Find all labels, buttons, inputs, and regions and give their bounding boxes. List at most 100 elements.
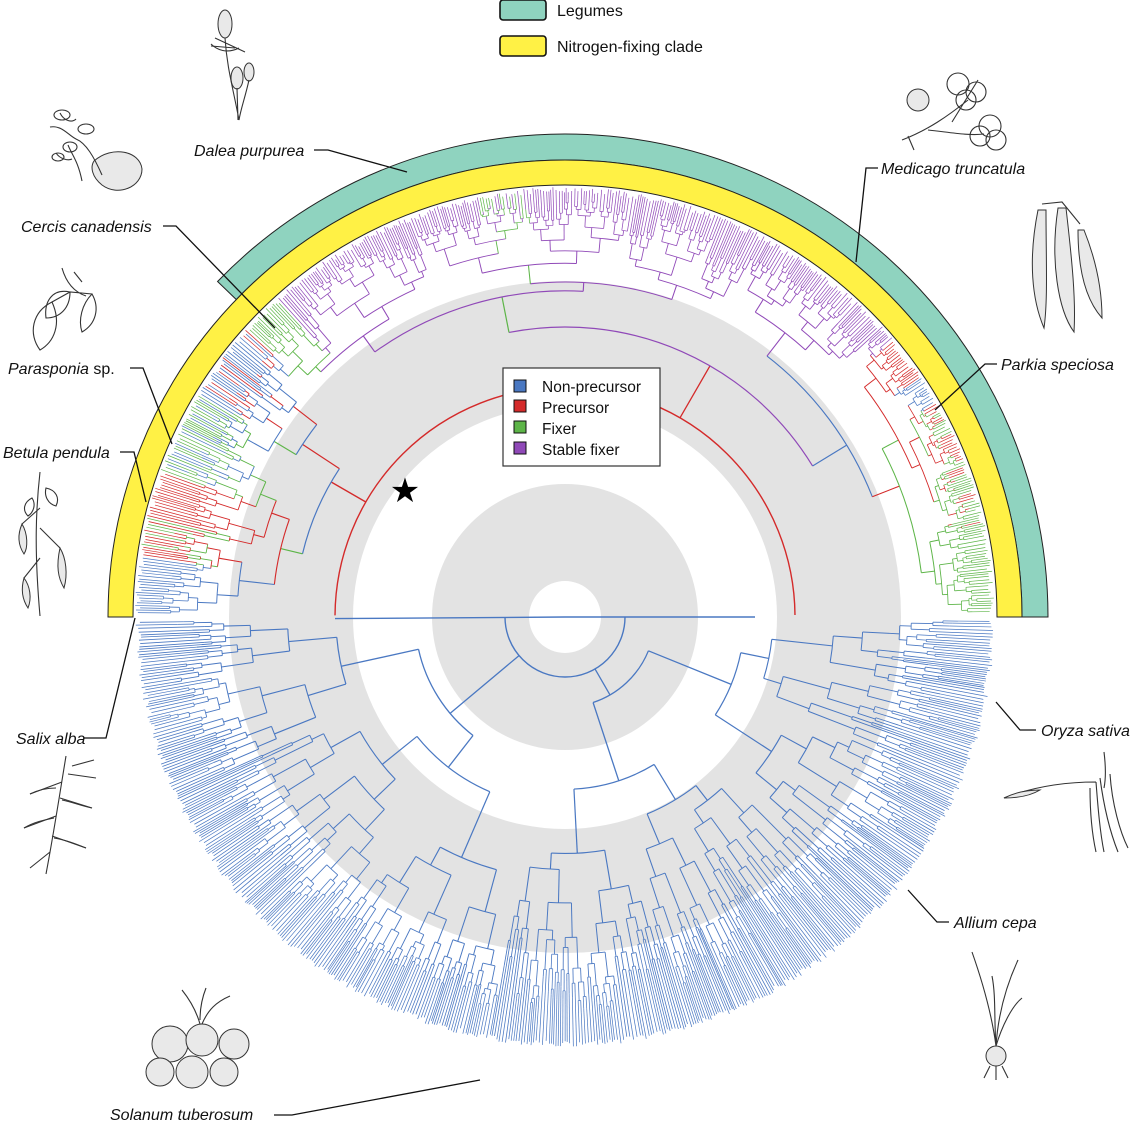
tree-branch (393, 225, 406, 252)
tree-branch (187, 723, 202, 728)
species-label-parasponia: Parasponia sp. (8, 361, 115, 378)
tree-branch (911, 811, 936, 826)
tree-branch (639, 953, 658, 1032)
tree-branch (936, 439, 939, 444)
tree-branch (496, 193, 501, 209)
tree-branch (751, 912, 795, 980)
tree-branch (219, 367, 256, 394)
tree-branch (201, 394, 234, 415)
tree-branch (868, 341, 871, 345)
tree-branch (665, 202, 670, 216)
tree-branch (682, 983, 687, 992)
tree-branch (266, 417, 283, 430)
tree-branch (751, 260, 755, 265)
tree-branch (513, 929, 520, 960)
tree-branch (860, 325, 876, 340)
tree-branch (847, 858, 861, 870)
tree-branch (192, 671, 199, 674)
tree-branch (953, 486, 959, 490)
tree-branch (485, 210, 490, 212)
tree-branch (194, 576, 201, 579)
tree-branch (387, 967, 407, 1008)
tree-branch (732, 877, 797, 978)
tree-branch (263, 314, 278, 329)
tree-branch (672, 953, 678, 967)
tree-branch (859, 868, 891, 896)
tree-branch (197, 569, 203, 571)
tree-branch (605, 992, 608, 1007)
tree-branch (486, 1002, 490, 1005)
tree-branch (924, 670, 942, 674)
tree-branch (311, 733, 324, 740)
tree-branch (196, 767, 209, 773)
tree-branch (852, 726, 857, 734)
tree-branch (211, 565, 218, 568)
plant-illustrations (18, 9, 1129, 1089)
tree-branch (641, 198, 648, 228)
tree-branch (881, 790, 897, 799)
tree-branch (194, 541, 208, 545)
tree-branch (400, 972, 418, 1011)
tree-branch (650, 235, 653, 237)
tree-branch (295, 321, 302, 328)
tree-branch (287, 899, 327, 946)
tree-branch (178, 539, 187, 542)
tree-branch (207, 529, 217, 533)
tree-branch (877, 818, 925, 849)
tree-branch (393, 916, 403, 931)
tree-branch (205, 821, 249, 851)
tree-branch (760, 898, 772, 914)
tree-branch (371, 925, 383, 944)
tree-branch (147, 515, 208, 531)
tree-branch (907, 405, 919, 425)
tree-branch (262, 317, 278, 332)
tree-branch (687, 250, 700, 256)
tree-branch (170, 572, 181, 575)
tree-branch (812, 904, 845, 943)
tree-branch (396, 975, 413, 1012)
tree-branch (218, 838, 253, 864)
tree-branch (314, 271, 322, 280)
tree-branch (225, 353, 252, 374)
tree-branch (198, 680, 212, 684)
tree-branch (273, 757, 277, 763)
tree-branch (416, 964, 420, 967)
tree-branch (337, 956, 353, 981)
tree-branch (207, 827, 247, 855)
tree-branch (312, 291, 315, 295)
tree-branch (808, 710, 856, 730)
tree-branch (815, 318, 825, 329)
tree-branch (964, 528, 971, 531)
tree-branch (864, 842, 871, 848)
tree-branch (775, 251, 788, 271)
tree-branch (241, 865, 279, 898)
tree-branch (742, 934, 774, 991)
tree-branch (433, 874, 452, 915)
tree-branch (482, 993, 486, 1007)
tree-branch (153, 727, 189, 738)
tree-branch (936, 419, 944, 424)
tree-branch (354, 900, 367, 917)
tree-branch (727, 940, 735, 955)
tree-branch (607, 212, 609, 218)
tree-branch (288, 401, 297, 413)
tree-branch (443, 227, 447, 229)
tree-branch (714, 256, 719, 267)
tree-branch (221, 786, 237, 796)
tree-branch (798, 305, 807, 316)
tree-branch (906, 760, 960, 783)
tree-branch (248, 854, 256, 861)
tree-branch (909, 742, 912, 746)
tree-branch (478, 224, 481, 226)
tree-branch (852, 344, 860, 351)
tree-branch (886, 735, 911, 745)
tree-branch (608, 1009, 614, 1042)
tree-branch (870, 791, 889, 803)
tree-branch (541, 239, 565, 242)
nitrogen-fixing-key-label: Nitrogen-fixing clade (557, 39, 703, 56)
tree-branch (332, 874, 339, 881)
tree-branch (197, 514, 210, 519)
tree-branch (324, 284, 332, 291)
tree-branch (277, 854, 291, 867)
tree-branch (231, 438, 238, 443)
